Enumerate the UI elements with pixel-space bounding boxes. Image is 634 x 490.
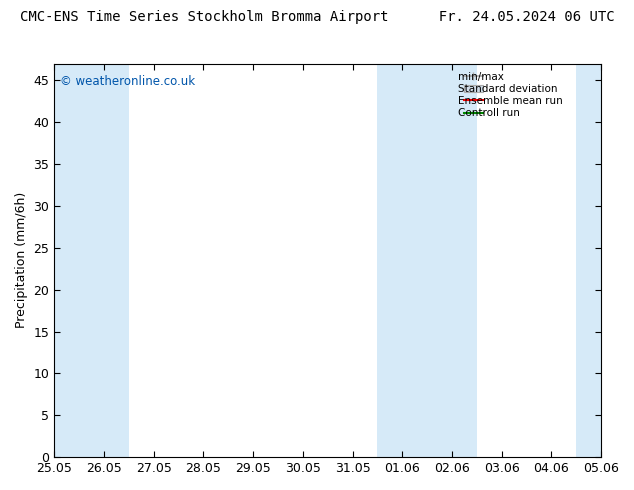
Y-axis label: Precipitation (mm/6h): Precipitation (mm/6h)	[15, 192, 28, 328]
Bar	[29, 64, 129, 457]
Legend: min/max, Standard deviation, Ensemble mean run, Controll run: min/max, Standard deviation, Ensemble me…	[461, 69, 596, 122]
Text: © weatheronline.co.uk: © weatheronline.co.uk	[60, 75, 195, 88]
Bar	[576, 64, 626, 457]
Text: CMC-ENS Time Series Stockholm Bromma Airport      Fr. 24.05.2024 06 UTC: CMC-ENS Time Series Stockholm Bromma Air…	[20, 10, 614, 24]
Bar	[377, 64, 477, 457]
